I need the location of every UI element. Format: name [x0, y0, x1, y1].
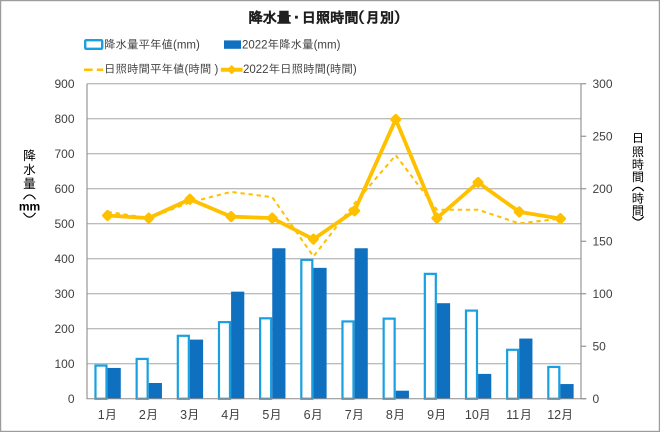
svg-text:11: 11	[506, 408, 519, 422]
svg-text:2022: 2022	[242, 40, 268, 52]
svg-text:9: 9	[427, 408, 434, 422]
svg-text:200: 200	[593, 182, 613, 196]
svg-text:mm: mm	[19, 200, 40, 214]
svg-text:6: 6	[304, 408, 311, 422]
svg-text:10: 10	[465, 408, 479, 422]
svg-text:): )	[215, 64, 219, 76]
svg-text:250: 250	[593, 130, 613, 144]
svg-text:7: 7	[345, 408, 352, 422]
svg-text:12: 12	[547, 408, 561, 422]
svg-text:2: 2	[139, 408, 146, 422]
svg-text:100: 100	[593, 287, 613, 301]
svg-text:300: 300	[54, 287, 74, 301]
svg-text:800: 800	[54, 112, 74, 126]
svg-text:900: 900	[54, 77, 74, 91]
svg-text:50: 50	[593, 340, 607, 354]
svg-text:(: (	[185, 64, 189, 76]
svg-text:150: 150	[593, 235, 613, 249]
svg-text:(mm): (mm)	[173, 40, 200, 52]
svg-text:600: 600	[54, 182, 74, 196]
svg-text:3: 3	[180, 408, 187, 422]
svg-text:500: 500	[54, 217, 74, 231]
svg-text:2022: 2022	[243, 64, 269, 76]
svg-text:400: 400	[54, 252, 74, 266]
svg-text:200: 200	[54, 322, 74, 336]
svg-text:0: 0	[593, 392, 600, 406]
svg-text:1: 1	[98, 408, 105, 422]
svg-text:0: 0	[68, 392, 75, 406]
svg-text:8: 8	[386, 408, 393, 422]
svg-text:5: 5	[262, 408, 269, 422]
svg-text:100: 100	[54, 357, 74, 371]
svg-text:700: 700	[54, 147, 74, 161]
svg-text:): )	[353, 64, 357, 76]
svg-text:(mm): (mm)	[314, 40, 341, 52]
svg-text:4: 4	[221, 408, 228, 422]
svg-text:300: 300	[593, 77, 613, 91]
svg-text:(: (	[326, 64, 330, 76]
